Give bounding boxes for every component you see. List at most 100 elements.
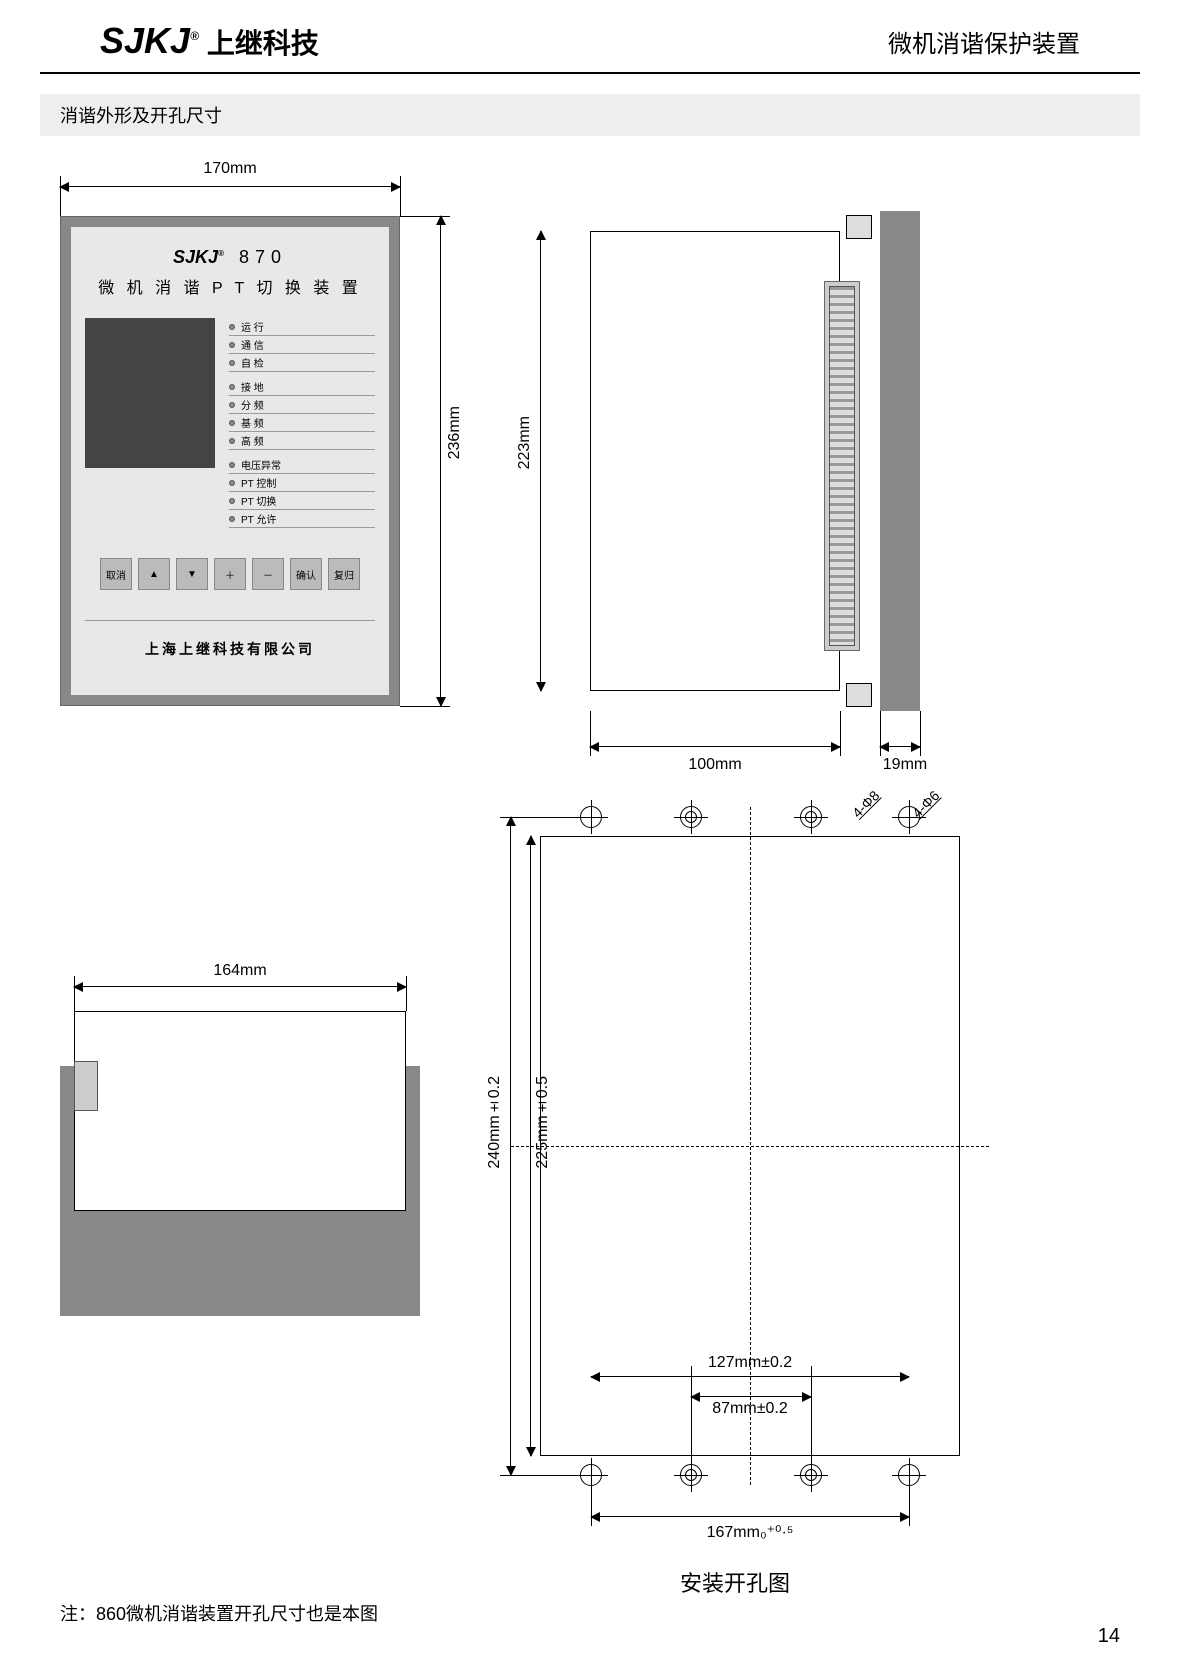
dim-tick <box>811 1366 812 1476</box>
dim-side-depth-label: 100mm <box>590 756 840 774</box>
panel-logo-text: SJKJ <box>173 247 218 267</box>
led-dot-icon <box>229 384 235 390</box>
mounting-hole <box>800 806 822 828</box>
led-label: PT 允许 <box>241 511 276 526</box>
dim-side-height-line <box>540 231 541 691</box>
led-row: PT 控制 <box>229 474 375 492</box>
dim-mount-h-inner <box>530 836 531 1456</box>
led-label: 自 检 <box>241 355 264 370</box>
plus-button[interactable]: ＋ <box>214 558 246 590</box>
connector-strip <box>824 281 860 651</box>
dim-front-height-line <box>440 216 441 706</box>
main-diagram-area: 170mm 236mm SJKJ® 870 微 机 消 谐 P T 切 换 装 … <box>40 156 1140 1636</box>
logo-text: SJKJ <box>100 20 190 61</box>
logo-letters: SJKJ® <box>100 20 199 62</box>
led-dot-icon <box>229 324 235 330</box>
logo-area: SJKJ® 上继科技 <box>100 20 319 62</box>
led-dot-icon <box>229 438 235 444</box>
button-row: 取消 ▲ ▼ ＋ － 确认 复归 <box>71 558 389 590</box>
led-label: PT 控制 <box>241 475 276 490</box>
led-dot-icon <box>229 360 235 366</box>
led-label: 基 频 <box>241 415 264 430</box>
led-row: 基 频 <box>229 414 375 432</box>
led-row: 运 行 <box>229 318 375 336</box>
confirm-button[interactable]: 确认 <box>290 558 322 590</box>
minus-button[interactable]: － <box>252 558 284 590</box>
dim-mount-w-outer <box>591 1516 909 1517</box>
dim-tick <box>691 1366 692 1476</box>
connector-strip-inner <box>829 286 855 646</box>
dim-tick <box>591 1476 592 1526</box>
dim-tick <box>920 711 921 756</box>
dim-mount-w-inner2-label: 127mm±0.2 <box>591 1354 909 1372</box>
page-header: SJKJ® 上继科技 微机消谐保护装置 <box>40 0 1140 74</box>
dim-front-height-label: 236mm <box>446 406 464 459</box>
dim-plate-line <box>880 746 920 747</box>
led-label: PT 切换 <box>241 493 276 508</box>
panel-head: SJKJ® 870 微 机 消 谐 P T 切 换 装 置 <box>71 227 389 298</box>
dim-tick <box>909 1476 910 1526</box>
dim-top-width-line <box>74 986 406 987</box>
front-panel-inner: SJKJ® 870 微 机 消 谐 P T 切 换 装 置 运 行 通 信 自 … <box>71 227 389 695</box>
dim-tick <box>60 176 61 216</box>
hole-spec-label: 4-Φ8 <box>849 787 883 821</box>
panel-title: 微 机 消 谐 P T 切 换 装 置 <box>71 274 389 298</box>
led-label: 接 地 <box>241 379 264 394</box>
led-dot-icon <box>229 420 235 426</box>
dim-tick <box>406 976 407 1011</box>
logo-registered: ® <box>190 29 199 43</box>
side-body <box>590 231 840 691</box>
led-column: 运 行 通 信 自 检 接 地 分 频 基 频 高 频 电压异常 PT 控制 P… <box>229 318 375 528</box>
panel-model: 870 <box>239 247 287 267</box>
down-button[interactable]: ▼ <box>176 558 208 590</box>
led-row: 电压异常 <box>229 456 375 474</box>
led-label: 运 行 <box>241 319 264 334</box>
dim-tick <box>400 176 401 216</box>
dim-mount-w-inner1-label: 87mm±0.2 <box>640 1400 860 1418</box>
cancel-button[interactable]: 取消 <box>100 558 132 590</box>
side-plate <box>880 211 920 711</box>
reset-button[interactable]: 复归 <box>328 558 360 590</box>
led-row: 高 频 <box>229 432 375 450</box>
panel-logo-r: ® <box>218 249 224 258</box>
led-dot-icon <box>229 462 235 468</box>
panel-divider <box>85 620 375 621</box>
led-row: 自 检 <box>229 354 375 372</box>
dim-side-height-label: 223mm <box>516 416 534 469</box>
top-front <box>74 1011 406 1211</box>
dim-mount-h-outer <box>510 817 511 1475</box>
dim-mount-w-inner2 <box>591 1376 909 1377</box>
led-row: PT 允许 <box>229 510 375 528</box>
dim-tick <box>500 1475 600 1476</box>
footnote: 注：860微机消谐装置开孔尺寸也是本图 <box>60 1600 378 1626</box>
led-label: 通 信 <box>241 337 264 352</box>
logo-cn: 上继科技 <box>207 22 319 62</box>
led-dot-icon <box>229 402 235 408</box>
dim-plate-label: 19mm <box>860 756 950 774</box>
top-view <box>60 946 420 1316</box>
dim-front-width-line <box>60 186 400 187</box>
mount-caption: 安装开孔图 <box>680 1566 790 1598</box>
led-dot-icon <box>229 480 235 486</box>
side-flange-top <box>846 215 872 239</box>
company-name: 上海上继科技有限公司 <box>71 639 389 659</box>
up-button[interactable]: ▲ <box>138 558 170 590</box>
dim-top-width-label: 164mm <box>74 962 406 980</box>
panel-logo: SJKJ® <box>173 247 229 267</box>
front-panel-view: SJKJ® 870 微 机 消 谐 P T 切 换 装 置 运 行 通 信 自 … <box>60 216 400 706</box>
dim-front-width-label: 170mm <box>60 160 400 178</box>
led-row: 接 地 <box>229 378 375 396</box>
dim-tick <box>500 817 600 818</box>
led-label: 电压异常 <box>241 457 281 472</box>
led-label: 分 频 <box>241 397 264 412</box>
centerline-v <box>750 807 751 1485</box>
dim-mount-w-inner1 <box>691 1396 811 1397</box>
led-dot-icon <box>229 498 235 504</box>
header-title: 微机消谐保护装置 <box>888 24 1080 59</box>
dim-side-depth-line <box>590 746 840 747</box>
dim-tick <box>400 216 450 217</box>
dim-tick <box>400 706 450 707</box>
led-row: PT 切换 <box>229 492 375 510</box>
led-label: 高 频 <box>241 433 264 448</box>
led-dot-icon <box>229 516 235 522</box>
